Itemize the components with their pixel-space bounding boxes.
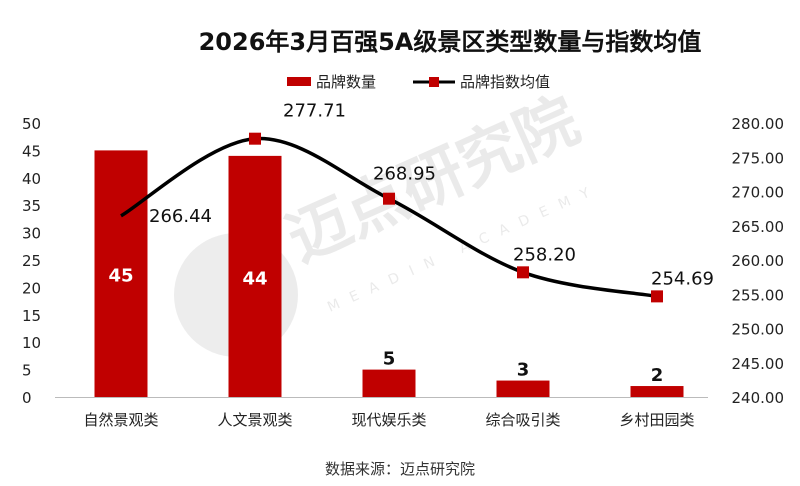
bar [94, 150, 148, 397]
line-value-label: 266.44 [149, 206, 212, 227]
left-axis-tick: 25 [22, 252, 41, 270]
bar [362, 369, 416, 397]
legend-swatch-marker [429, 77, 439, 87]
category-label: 人文景观类 [217, 411, 292, 429]
line-marker [517, 266, 529, 279]
category-label: 自然景观类 [83, 411, 158, 429]
right-axis-tick: 250.00 [732, 321, 785, 339]
left-axis-tick: 20 [22, 279, 41, 297]
left-axis-tick: 10 [22, 334, 41, 352]
right-axis-tick: 265.00 [732, 218, 785, 236]
bar-value-label: 45 [108, 266, 133, 287]
right-axis-tick: 275.00 [732, 149, 785, 167]
bar-value-label: 5 [383, 349, 396, 370]
line-marker [383, 192, 395, 205]
left-axis-tick: 30 [22, 225, 41, 243]
line-value-label: 268.95 [373, 164, 436, 185]
line-value-label: 254.69 [651, 268, 714, 289]
line-value-label: 258.20 [513, 244, 576, 265]
chart-title: 2026年3月百强5A级景区类型数量与指数均值 [199, 28, 702, 56]
left-axis-tick: 40 [22, 170, 41, 188]
bar-value-label: 2 [651, 365, 664, 386]
legend-label-line: 品牌指数均值 [460, 73, 550, 91]
right-axis-tick: 270.00 [732, 184, 785, 202]
legend-swatch-bar [287, 77, 311, 86]
left-axis-tick: 0 [22, 389, 32, 407]
right-axis-tick: 280.00 [732, 115, 785, 133]
bar [228, 155, 282, 397]
source-note: 数据来源：迈点研究院 [325, 460, 475, 478]
left-axis-tick: 50 [22, 115, 41, 133]
left-axis-tick: 45 [22, 142, 41, 160]
legend-label-bar: 品牌数量 [316, 73, 376, 91]
line-value-label: 277.71 [283, 101, 346, 122]
right-axis-tick: 245.00 [732, 355, 785, 373]
left-axis-tick: 35 [22, 197, 41, 215]
line-marker [651, 290, 663, 303]
left-axis-tick: 15 [22, 307, 41, 325]
right-axis-tick: 240.00 [732, 389, 785, 407]
right-axis-tick: 260.00 [732, 252, 785, 270]
category-label: 乡村田园类 [619, 411, 694, 429]
category-label: 现代娱乐类 [351, 411, 426, 429]
bar-value-label: 44 [242, 268, 267, 289]
bar [496, 380, 550, 397]
bar [630, 386, 684, 397]
right-axis-tick: 255.00 [732, 286, 785, 304]
category-label: 综合吸引类 [485, 411, 560, 429]
bar-value-label: 3 [517, 360, 530, 381]
legend: 品牌数量 品牌指数均值 [287, 73, 550, 91]
line-marker [249, 132, 261, 145]
left-axis-tick: 5 [22, 362, 32, 380]
